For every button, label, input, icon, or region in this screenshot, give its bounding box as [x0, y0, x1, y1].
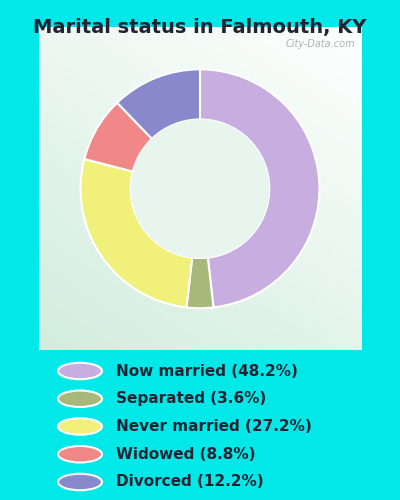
- Text: City-Data.com: City-Data.com: [286, 40, 355, 50]
- Circle shape: [58, 390, 102, 407]
- Text: Never married (27.2%): Never married (27.2%): [116, 419, 312, 434]
- Text: Divorced (12.2%): Divorced (12.2%): [116, 474, 264, 490]
- Wedge shape: [186, 258, 214, 308]
- Text: Widowed (8.8%): Widowed (8.8%): [116, 447, 256, 462]
- Wedge shape: [84, 102, 152, 172]
- Text: Now married (48.2%): Now married (48.2%): [116, 364, 298, 378]
- Text: Separated (3.6%): Separated (3.6%): [116, 391, 266, 406]
- Circle shape: [58, 474, 102, 490]
- Circle shape: [58, 363, 102, 379]
- Circle shape: [131, 120, 269, 258]
- Text: Marital status in Falmouth, KY: Marital status in Falmouth, KY: [33, 18, 367, 36]
- Wedge shape: [200, 70, 320, 308]
- Wedge shape: [80, 159, 192, 308]
- Circle shape: [58, 418, 102, 434]
- Wedge shape: [117, 70, 200, 139]
- Circle shape: [58, 446, 102, 462]
